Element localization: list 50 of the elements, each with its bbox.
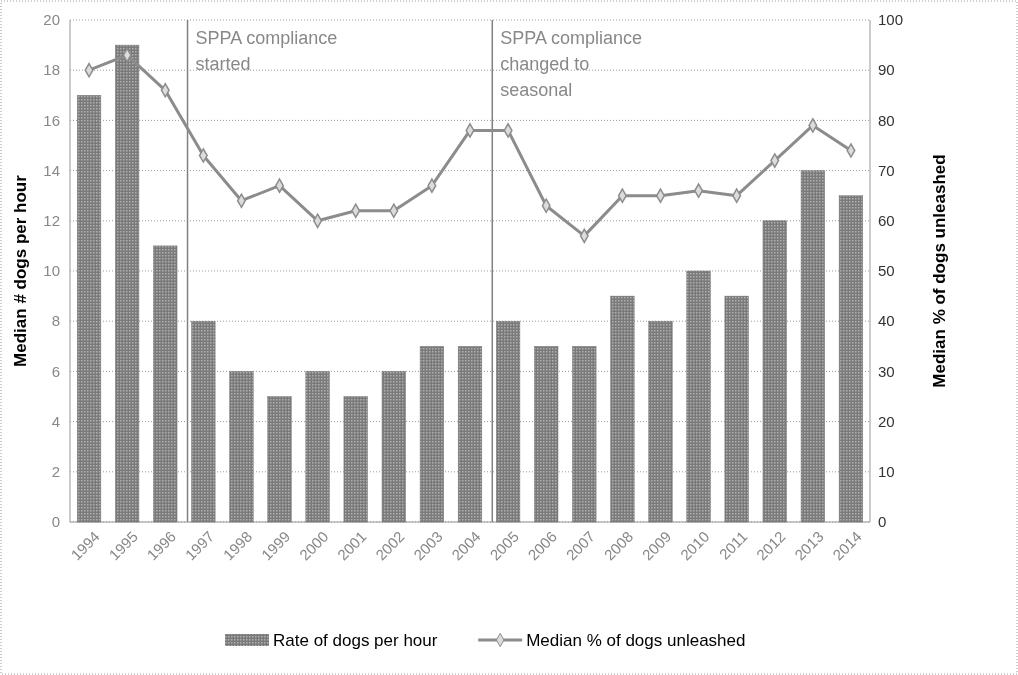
bar xyxy=(572,346,597,523)
bar xyxy=(153,245,178,523)
y2-tick-label: 100 xyxy=(878,11,904,29)
y-tick-label: 4 xyxy=(51,412,60,430)
bar xyxy=(496,320,521,523)
y-tick-label: 20 xyxy=(43,11,60,29)
bar xyxy=(610,295,635,523)
y2-tick-label: 20 xyxy=(878,412,895,430)
point xyxy=(274,178,285,193)
bar xyxy=(419,346,444,523)
y-tick-label: 16 xyxy=(43,111,60,129)
y2-tick-label: 30 xyxy=(878,362,895,380)
bar xyxy=(305,371,330,523)
y-tick-label: 6 xyxy=(51,362,60,380)
y2-tick-label: 10 xyxy=(878,463,895,481)
bar xyxy=(267,396,292,523)
y2-tick-label: 60 xyxy=(878,212,895,230)
y2-tick-label: 70 xyxy=(878,161,895,179)
bar xyxy=(76,95,102,523)
y-tick-label: 14 xyxy=(43,161,60,179)
y2-tick-label: 50 xyxy=(878,262,895,280)
y-tick-label: 8 xyxy=(51,312,60,330)
legend-label: Median % of dogs unleashed xyxy=(526,630,746,650)
bar xyxy=(762,220,787,523)
y2-axis-title: Median % of dogs unleashed xyxy=(930,154,949,388)
y-tick-label: 10 xyxy=(43,262,60,280)
y2-tick-label: 40 xyxy=(878,312,895,330)
bar xyxy=(343,396,368,523)
y-axis-title: Median # dogs per hour xyxy=(11,174,30,367)
y-tick-label: 12 xyxy=(43,212,60,230)
bar xyxy=(838,195,864,523)
bar xyxy=(800,170,825,523)
bar xyxy=(229,371,254,523)
y2-tick-label: 80 xyxy=(878,111,895,129)
ref-line-label: SPPA compliance started xyxy=(195,28,338,74)
bar xyxy=(724,295,749,523)
bar xyxy=(115,44,140,523)
bar xyxy=(381,371,406,523)
bar xyxy=(457,346,483,523)
y-tick-label: 2 xyxy=(51,463,60,481)
bar xyxy=(191,320,216,523)
y2-tick-label: 0 xyxy=(878,513,887,531)
bar xyxy=(534,346,559,523)
y2-tick-label: 90 xyxy=(878,61,895,79)
y-tick-label: 18 xyxy=(43,61,60,79)
legend-label: Rate of dogs per hour xyxy=(273,630,438,650)
bar xyxy=(648,320,673,523)
y-tick-label: 0 xyxy=(51,513,60,531)
bar xyxy=(686,270,711,523)
ref-line-label: SPPA compliance changed to seasonal xyxy=(500,28,643,100)
